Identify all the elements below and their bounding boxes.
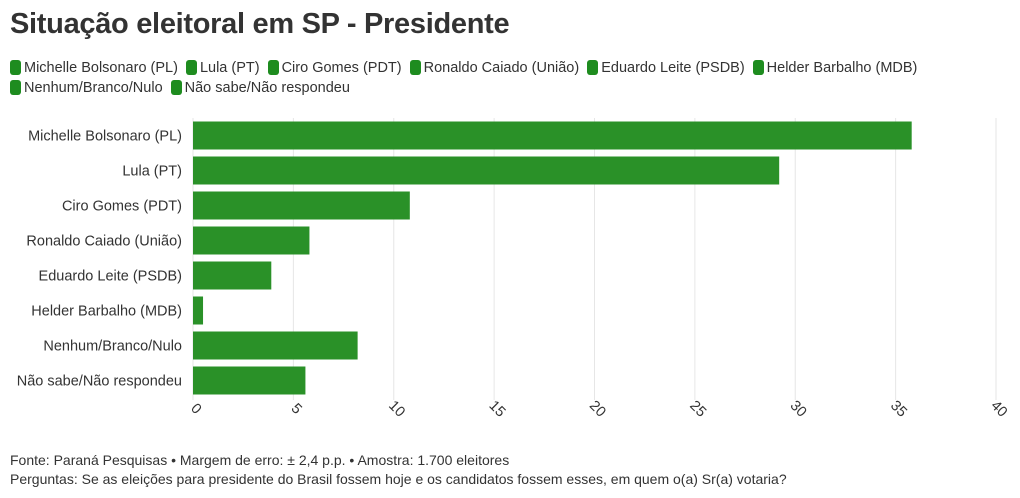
question-note: Perguntas: Se as eleições para president…	[10, 471, 787, 487]
category-label: Eduardo Leite (PSDB)	[39, 269, 182, 285]
category-label: Não sabe/Não respondeu	[17, 374, 182, 390]
x-tick-label: 15	[486, 398, 509, 421]
legend-label: Ciro Gomes (PDT)	[281, 59, 402, 76]
legend-swatch	[587, 60, 599, 75]
legend-label: Michelle Bolsonaro (PL)	[24, 59, 178, 76]
x-tick-label: 5	[288, 401, 305, 418]
category-label: Michelle Bolsonaro (PL)	[28, 129, 182, 145]
x-tick-label: 30	[787, 398, 810, 421]
legend-item[interactable]: Ronaldo Caiado (União)	[409, 59, 580, 76]
chart-title: Situação eleitoral em SP - Presidente	[10, 8, 510, 40]
category-label: Ciro Gomes (PDT)	[62, 199, 182, 215]
legend-swatch	[170, 80, 182, 95]
bar[interactable]	[193, 331, 358, 360]
x-tick-label: 25	[686, 398, 709, 421]
x-tick-label: 0	[187, 401, 204, 418]
legend-swatch	[10, 80, 21, 95]
x-tick-label: 35	[887, 398, 910, 421]
category-label: Lula (PT)	[122, 164, 182, 180]
bar[interactable]	[193, 296, 204, 325]
source-note: Fonte: Paraná Pesquisas • Margem de erro…	[10, 452, 510, 468]
legend-label: Lula (PT)	[199, 59, 260, 76]
legend-item[interactable]: Helder Barbalho (MDB)	[752, 59, 918, 76]
bar[interactable]	[193, 191, 410, 220]
legend-item[interactable]: Lula (PT)	[185, 59, 260, 76]
legend-item[interactable]: Ciro Gomes (PDT)	[267, 59, 402, 76]
legend-item[interactable]: Não sabe/Não respondeu	[170, 79, 350, 96]
legend-swatch	[267, 60, 279, 75]
bar[interactable]	[193, 366, 306, 395]
legend-label: Ronaldo Caiado (União)	[423, 59, 580, 76]
legend-item[interactable]: Eduardo Leite (PSDB)	[587, 59, 745, 76]
legend-swatch	[10, 60, 21, 75]
category-label: Helder Barbalho (MDB)	[31, 304, 182, 320]
legend-label: Não sabe/Não respondeu	[184, 79, 350, 96]
legend-label: Nenhum/Branco/Nulo	[24, 79, 163, 96]
legend-swatch	[752, 60, 764, 75]
bar[interactable]	[193, 226, 310, 255]
bar[interactable]	[193, 121, 912, 150]
category-label: Nenhum/Branco/Nulo	[43, 339, 182, 355]
bar-chart: Michelle Bolsonaro (PL) Lula (PT) Ciro Gom…	[17, 118, 1010, 421]
legend-item[interactable]: Nenhum/Branco/Nulo	[10, 79, 163, 96]
category-label: Ronaldo Caiado (União)	[26, 234, 182, 250]
legend-item[interactable]: Michelle Bolsonaro (PL)	[10, 59, 178, 76]
legend-swatch	[409, 60, 421, 75]
legend: Michelle Bolsonaro (PL) Lula (PT) Ciro Gom…	[10, 59, 1010, 96]
bar[interactable]	[193, 156, 780, 185]
bar[interactable]	[193, 261, 272, 290]
x-tick-label: 40	[987, 398, 1010, 421]
legend-swatch	[185, 60, 197, 75]
legend-label: Helder Barbalho (MDB)	[766, 59, 918, 76]
x-tick-label: 10	[385, 398, 408, 421]
x-tick-label: 20	[586, 398, 609, 421]
legend-label: Eduardo Leite (PSDB)	[601, 59, 745, 76]
